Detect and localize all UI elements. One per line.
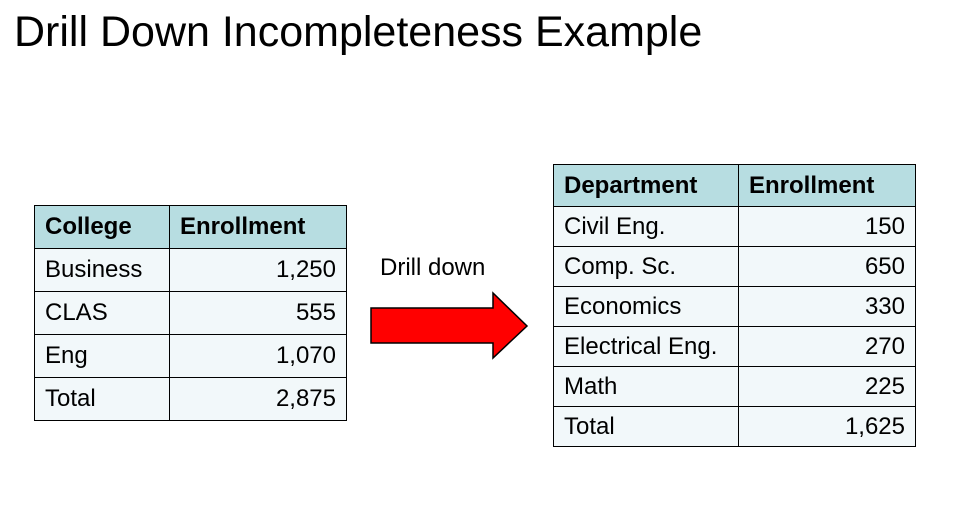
enrollment-cell: 1,070 [169,334,347,378]
column-header-department: Department [553,164,739,207]
enrollment-cell: 650 [738,246,916,287]
table-row: Eng 1,070 [34,334,347,378]
department-name-cell: Civil Eng. [553,206,739,247]
total-label-cell: Total [34,377,170,421]
column-header-college: College [34,205,170,249]
table-row: Math 225 [553,366,916,407]
department-name-cell: Economics [553,286,739,327]
department-name-cell: Comp. Sc. [553,246,739,287]
department-name-cell: Electrical Eng. [553,326,739,367]
enrollment-cell: 150 [738,206,916,247]
table-row: Civil Eng. 150 [553,206,916,247]
enrollment-cell: 555 [169,291,347,335]
college-name-cell: Business [34,248,170,292]
college-enrollment-table: College Enrollment Business 1,250 CLAS 5… [34,205,347,421]
slide-title: Drill Down Incompleteness Example [14,8,703,56]
right-arrow-icon [370,291,529,360]
enrollment-cell: 1,250 [169,248,347,292]
table-row: CLAS 555 [34,291,347,335]
table-total-row: Total 1,625 [553,406,916,447]
drill-down-label: Drill down [380,254,486,281]
total-enrollment-cell: 2,875 [169,377,347,421]
enrollment-cell: 270 [738,326,916,367]
table-row: Electrical Eng. 270 [553,326,916,367]
college-name-cell: Eng [34,334,170,378]
table-header-row: College Enrollment [34,205,347,249]
department-enrollment-table: Department Enrollment Civil Eng. 150 Com… [553,164,916,447]
table-total-row: Total 2,875 [34,377,347,421]
enrollment-cell: 225 [738,366,916,407]
table-row: Business 1,250 [34,248,347,292]
column-header-enrollment: Enrollment [169,205,347,249]
total-label-cell: Total [553,406,739,447]
department-name-cell: Math [553,366,739,407]
college-name-cell: CLAS [34,291,170,335]
table-row: Economics 330 [553,286,916,327]
table-header-row: Department Enrollment [553,164,916,207]
enrollment-cell: 330 [738,286,916,327]
column-header-enrollment: Enrollment [738,164,916,207]
table-row: Comp. Sc. 650 [553,246,916,287]
total-enrollment-cell: 1,625 [738,406,916,447]
